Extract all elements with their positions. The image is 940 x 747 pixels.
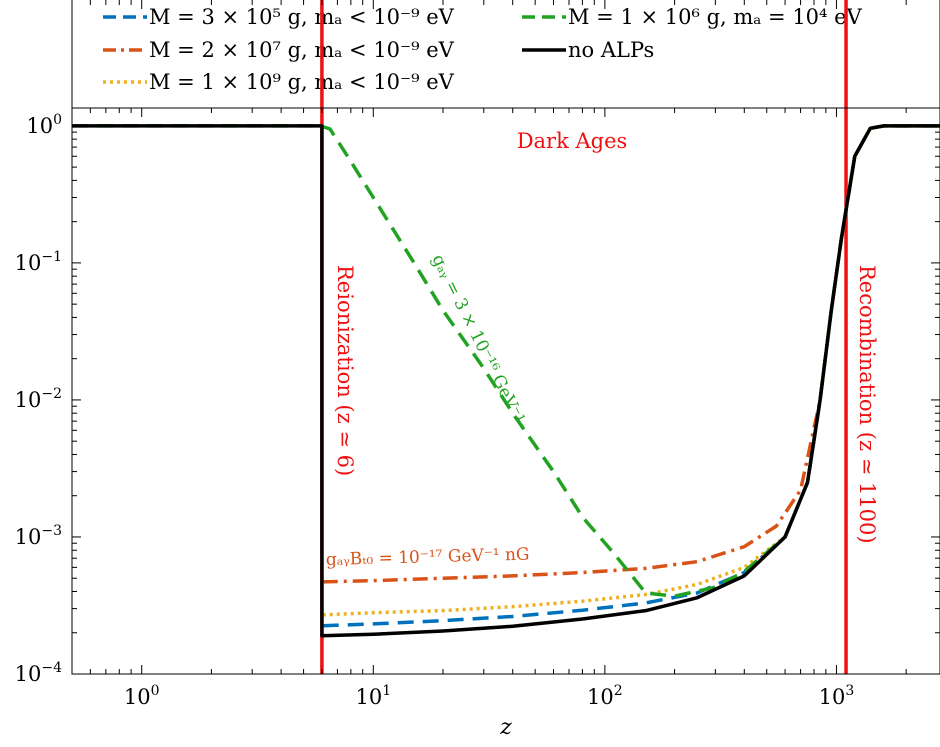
y-tick-label: 10−2: [15, 386, 62, 412]
series-lines: [72, 124, 940, 638]
legend-label-3: no ALPs: [568, 38, 654, 62]
dark-ages-label: Dark Ages: [517, 129, 628, 153]
plot-frame: [71, 107, 940, 675]
x-tick-label: 100: [124, 683, 160, 709]
legend: M = 3 × 10⁵ g, mₐ < 10⁻⁹ eV M = 1 × 10⁶ g…: [103, 5, 863, 94]
recombination-label: Recombination (z ≃ 1100): [855, 265, 879, 544]
y-tick-label: 10−4: [15, 660, 62, 686]
plot-area: [71, 0, 940, 675]
legend-label-2: M = 2 × 10⁷ g, mₐ < 10⁻⁹ eV: [149, 38, 455, 62]
green-coupling-label: gₐᵧ = 3 × 10⁻¹⁶ GeV⁻¹: [428, 251, 529, 426]
y-tick-label: 100: [26, 112, 62, 138]
x-tick-label: 103: [819, 683, 855, 709]
series-line-2: [322, 124, 940, 584]
x-axis-label: z: [499, 715, 512, 740]
reionization-label: Reionization (z ≃ 6): [333, 265, 357, 476]
legend-label-4: M = 1 × 10⁹ g, mₐ < 10⁻⁹ eV: [149, 70, 455, 94]
legend-label-1: M = 1 × 10⁶ g, mₐ = 10⁴ eV: [568, 5, 863, 29]
x-tick-label: 102: [587, 683, 623, 709]
series-line-3: [72, 124, 940, 638]
axis-ticks: [71, 0, 940, 675]
tick-labels: 100 101 102 103 100 10−1 10−2 10−3 10−4: [15, 112, 855, 709]
y-tick-label: 10−1: [15, 249, 62, 275]
annotations: Dark Ages Reionization (z ≃ 6) Recombina…: [326, 129, 879, 570]
orange-coupling-label: gₐᵧBₜ₀ = 10⁻¹⁷ GeV⁻¹ nG: [326, 545, 530, 570]
y-tick-label: 10−3: [15, 523, 62, 549]
series-line-1: [72, 124, 940, 598]
x-tick-label: 101: [355, 683, 391, 709]
legend-label-0: M = 3 × 10⁵ g, mₐ < 10⁻⁹ eV: [149, 5, 455, 29]
